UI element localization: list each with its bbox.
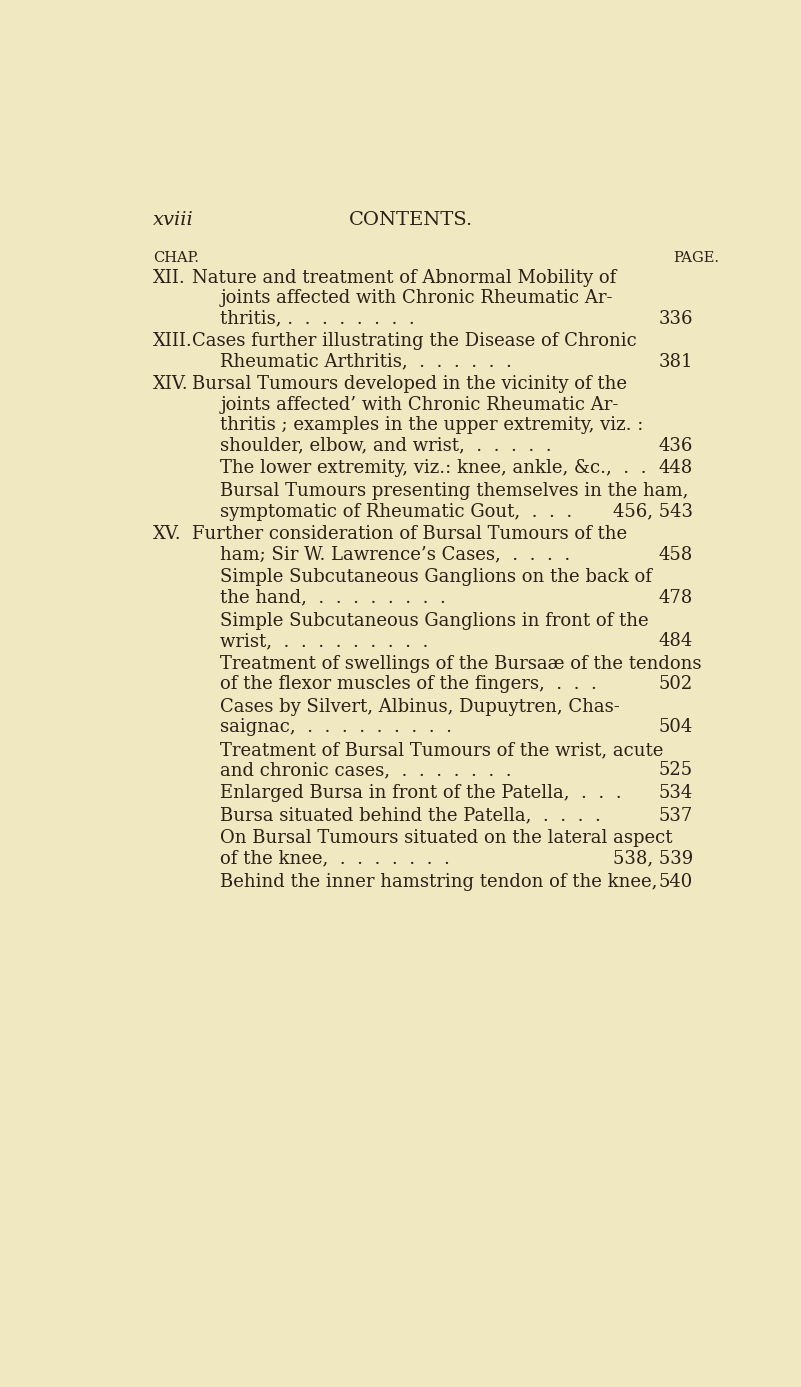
Text: 458: 458 <box>658 545 693 563</box>
Text: XIII.: XIII. <box>153 333 192 351</box>
Text: of the knee,  .  .  .  .  .  .  .: of the knee, . . . . . . . <box>220 850 450 868</box>
Text: 381: 381 <box>658 352 693 370</box>
Text: Cases further illustrating the Disease of Chronic: Cases further illustrating the Disease o… <box>191 333 636 351</box>
Text: Treatment of swellings of the Bursaæ of the tendons: Treatment of swellings of the Bursaæ of … <box>220 655 702 673</box>
Text: The lower extremity, viz.: knee, ankle, &c.,  .  .: The lower extremity, viz.: knee, ankle, … <box>220 459 646 477</box>
Text: 336: 336 <box>658 309 693 327</box>
Text: CHAP.: CHAP. <box>153 251 199 265</box>
Text: ham; Sir W. Lawrence’s Cases,  .  .  .  .: ham; Sir W. Lawrence’s Cases, . . . . <box>220 545 570 563</box>
Text: CONTENTS.: CONTENTS. <box>349 211 473 229</box>
Text: and chronic cases,  .  .  .  .  .  .  .: and chronic cases, . . . . . . . <box>220 761 512 779</box>
Text: symptomatic of Rheumatic Gout,  .  .  .: symptomatic of Rheumatic Gout, . . . <box>220 502 573 520</box>
Text: XII.: XII. <box>153 269 186 287</box>
Text: Simple Subcutaneous Ganglions in front of the: Simple Subcutaneous Ganglions in front o… <box>220 612 649 630</box>
Text: Bursa situated behind the Patella,  .  .  .  .: Bursa situated behind the Patella, . . .… <box>220 807 601 825</box>
Text: Simple Subcutaneous Ganglions on the back of: Simple Subcutaneous Ganglions on the bac… <box>220 569 652 587</box>
Text: Nature and treatment of Abnormal Mobility of: Nature and treatment of Abnormal Mobilit… <box>191 269 616 287</box>
Text: 436: 436 <box>658 437 693 455</box>
Text: shoulder, elbow, and wrist,  .  .  .  .  .: shoulder, elbow, and wrist, . . . . . <box>220 437 552 455</box>
Text: Bursal Tumours presenting themselves in the ham,: Bursal Tumours presenting themselves in … <box>220 483 689 501</box>
Text: saignac,  .  .  .  .  .  .  .  .  .: saignac, . . . . . . . . . <box>220 718 453 736</box>
Text: joints affected’ with Chronic Rheumatic Ar-: joints affected’ with Chronic Rheumatic … <box>220 395 618 413</box>
Text: 504: 504 <box>658 718 693 736</box>
Text: 534: 534 <box>658 784 693 802</box>
Text: XV.: XV. <box>153 526 182 544</box>
Text: thritis ; examples in the upper extremity, viz. :: thritis ; examples in the upper extremit… <box>220 416 644 434</box>
Text: Cases by Silvert, Albinus, Dupuytren, Chas-: Cases by Silvert, Albinus, Dupuytren, Ch… <box>220 698 620 716</box>
Text: of the flexor muscles of the fingers,  .  .  .: of the flexor muscles of the fingers, . … <box>220 675 597 694</box>
Text: 540: 540 <box>658 872 693 890</box>
Text: wrist,  .  .  .  .  .  .  .  .  .: wrist, . . . . . . . . . <box>220 632 429 651</box>
Text: thritis, .  .  .  .  .  .  .  .: thritis, . . . . . . . . <box>220 309 415 327</box>
Text: 538, 539: 538, 539 <box>613 850 693 868</box>
Text: the hand,  .  .  .  .  .  .  .  .: the hand, . . . . . . . . <box>220 589 446 606</box>
Text: PAGE.: PAGE. <box>674 251 719 265</box>
Text: 502: 502 <box>658 675 693 694</box>
Text: xviii: xviii <box>153 211 194 229</box>
Text: joints affected with Chronic Rheumatic Ar-: joints affected with Chronic Rheumatic A… <box>220 290 613 308</box>
Text: XIV.: XIV. <box>153 376 188 394</box>
Text: 478: 478 <box>658 589 693 606</box>
Text: On Bursal Tumours situated on the lateral aspect: On Bursal Tumours situated on the latera… <box>220 829 673 847</box>
Text: 456, 543: 456, 543 <box>613 502 693 520</box>
Text: Enlarged Bursa in front of the Patella,  .  .  .: Enlarged Bursa in front of the Patella, … <box>220 784 622 802</box>
Text: Rheumatic Arthritis,  .  .  .  .  .  .: Rheumatic Arthritis, . . . . . . <box>220 352 512 370</box>
Text: 525: 525 <box>659 761 693 779</box>
Text: Treatment of Bursal Tumours of the wrist, acute: Treatment of Bursal Tumours of the wrist… <box>220 741 663 759</box>
Text: Bursal Tumours developed in the vicinity of the: Bursal Tumours developed in the vicinity… <box>191 376 626 394</box>
Text: Behind the inner hamstring tendon of the knee,: Behind the inner hamstring tendon of the… <box>220 872 658 890</box>
Text: 448: 448 <box>658 459 693 477</box>
Text: 537: 537 <box>658 807 693 825</box>
Text: Further consideration of Bursal Tumours of the: Further consideration of Bursal Tumours … <box>191 526 626 544</box>
Text: 484: 484 <box>658 632 693 651</box>
